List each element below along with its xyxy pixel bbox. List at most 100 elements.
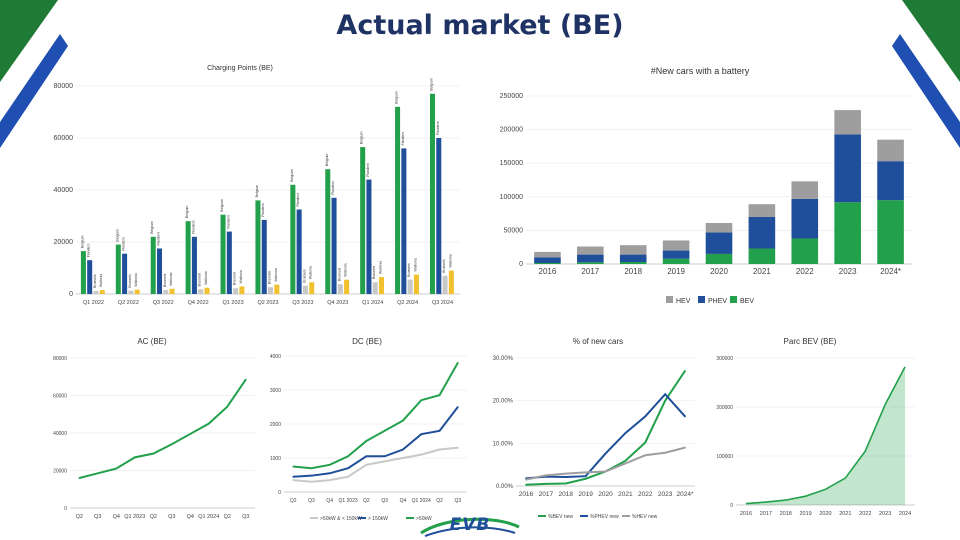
x-tick-label: Q4 bbox=[113, 514, 120, 520]
data-point bbox=[545, 474, 547, 477]
bar-label: Brussels bbox=[268, 271, 272, 285]
series-line bbox=[293, 446, 458, 483]
bar bbox=[150, 236, 156, 294]
data-point bbox=[604, 470, 607, 473]
bar bbox=[268, 287, 274, 294]
data-point bbox=[644, 454, 647, 457]
data-point bbox=[624, 462, 627, 465]
bar-label: Brussels bbox=[198, 273, 202, 287]
bar-segment bbox=[705, 223, 733, 233]
bar bbox=[122, 253, 128, 294]
y-tick-label: 40000 bbox=[53, 431, 67, 437]
bar-label: Wallonia bbox=[274, 268, 278, 281]
x-tick-label: Q3 bbox=[242, 514, 249, 520]
data-point bbox=[664, 451, 666, 454]
data-point bbox=[684, 415, 686, 418]
bar-segment bbox=[577, 254, 604, 263]
x-tick-label: 2024 bbox=[899, 511, 911, 517]
data-point bbox=[664, 399, 666, 402]
bar bbox=[239, 286, 245, 294]
bar bbox=[309, 282, 315, 294]
legend-label: %HEV new bbox=[632, 514, 658, 520]
y-tick-label: 0 bbox=[519, 261, 523, 268]
data-point bbox=[545, 483, 547, 485]
bar-label: Flanders bbox=[331, 181, 335, 195]
bar-label: Flanders bbox=[436, 121, 440, 135]
bar-segment bbox=[791, 198, 819, 239]
bar-segment bbox=[748, 216, 776, 249]
corner-blue-stripe bbox=[0, 34, 68, 148]
data-point bbox=[133, 456, 136, 459]
y-tick-label: 300000 bbox=[716, 356, 733, 362]
data-point bbox=[584, 477, 587, 480]
data-point bbox=[564, 476, 567, 478]
bar bbox=[274, 284, 280, 294]
charging-points-chart: Charging Points (BE) 0 20000 40000 60000 8000… bbox=[54, 65, 460, 306]
data-point bbox=[310, 474, 313, 477]
data-point bbox=[292, 479, 294, 481]
bar-segment bbox=[534, 257, 561, 263]
data-point bbox=[78, 477, 81, 479]
bar-segment bbox=[748, 204, 776, 217]
x-tick-label: 2020 bbox=[598, 491, 613, 498]
x-tick-label: 2017 bbox=[760, 511, 772, 517]
data-point bbox=[644, 415, 647, 418]
data-point bbox=[170, 443, 173, 446]
data-point bbox=[383, 430, 386, 432]
dc-chart: DC (BE) 0 1000 2000 3000 4000 Q2 Q3 Q4 Q1 2023 Q2 Q… bbox=[270, 337, 467, 522]
bar-label: Belgium bbox=[290, 169, 294, 182]
y-tick-label: 200000 bbox=[716, 405, 733, 411]
bar-label: Flanders bbox=[401, 132, 405, 146]
bar bbox=[442, 275, 448, 294]
share-chart: % of new cars 0.00% 10.00% 20.00% 30.00% 2016… bbox=[493, 337, 695, 520]
x-tick-label: Q3 bbox=[308, 498, 315, 504]
bar-label: Wallonia bbox=[239, 270, 243, 283]
data-point bbox=[420, 433, 423, 435]
legend-label: PHEV bbox=[708, 298, 727, 305]
bar-label: Belgium bbox=[255, 185, 259, 198]
bar bbox=[80, 251, 86, 294]
bar-label: Flanders bbox=[296, 193, 300, 207]
legend-label: BEV bbox=[740, 298, 754, 305]
x-tick-label: Q3 bbox=[168, 514, 175, 520]
bar-segment bbox=[662, 240, 690, 251]
data-point bbox=[347, 455, 349, 458]
x-tick-label: Q4 bbox=[400, 498, 407, 504]
x-tick-label: Q3 bbox=[94, 514, 101, 520]
bar-segment bbox=[577, 262, 604, 264]
data-point bbox=[525, 483, 527, 486]
evb-logo-swoosh bbox=[420, 517, 520, 537]
bar-label: Wallonia bbox=[134, 273, 138, 286]
bar bbox=[220, 214, 226, 294]
x-tick-label: Q4 2023 bbox=[327, 300, 348, 306]
legend-swatch bbox=[698, 296, 705, 303]
y-tick-label: 2000 bbox=[270, 422, 281, 428]
data-point bbox=[564, 472, 567, 475]
bar-segment bbox=[534, 262, 561, 264]
bar-segment bbox=[577, 246, 604, 255]
bar-segment bbox=[877, 161, 904, 201]
bar-label: Brussels bbox=[372, 266, 376, 280]
corner-decoration-left bbox=[0, 0, 68, 148]
x-tick-label: 2019 bbox=[578, 491, 593, 498]
y-tick-label: 20000 bbox=[53, 469, 67, 475]
bar-segment bbox=[748, 248, 776, 264]
bar-label: Wallonia bbox=[379, 261, 383, 274]
x-tick-label: Q3 2022 bbox=[153, 300, 174, 306]
series-line bbox=[79, 378, 247, 479]
bar-label: Belgium bbox=[429, 78, 433, 91]
parc-bev-chart: Parc BEV (BE) 0 100000 200000 300000 2016 2017… bbox=[716, 337, 915, 517]
data-point bbox=[402, 457, 404, 459]
data-point bbox=[207, 422, 210, 425]
bar bbox=[185, 221, 191, 294]
bar-label: Wallonia bbox=[413, 258, 417, 271]
x-tick-label: 2020 bbox=[710, 267, 728, 276]
data-point bbox=[457, 362, 459, 364]
y-tick-label: 10.00% bbox=[493, 441, 514, 447]
data-point bbox=[152, 452, 155, 455]
bar bbox=[290, 184, 296, 294]
legend-label: >50kW bbox=[416, 516, 432, 522]
data-point bbox=[347, 467, 349, 469]
x-tick-label: Q1 2022 bbox=[83, 300, 104, 306]
x-tick-label: Q1 2024 bbox=[198, 514, 219, 520]
